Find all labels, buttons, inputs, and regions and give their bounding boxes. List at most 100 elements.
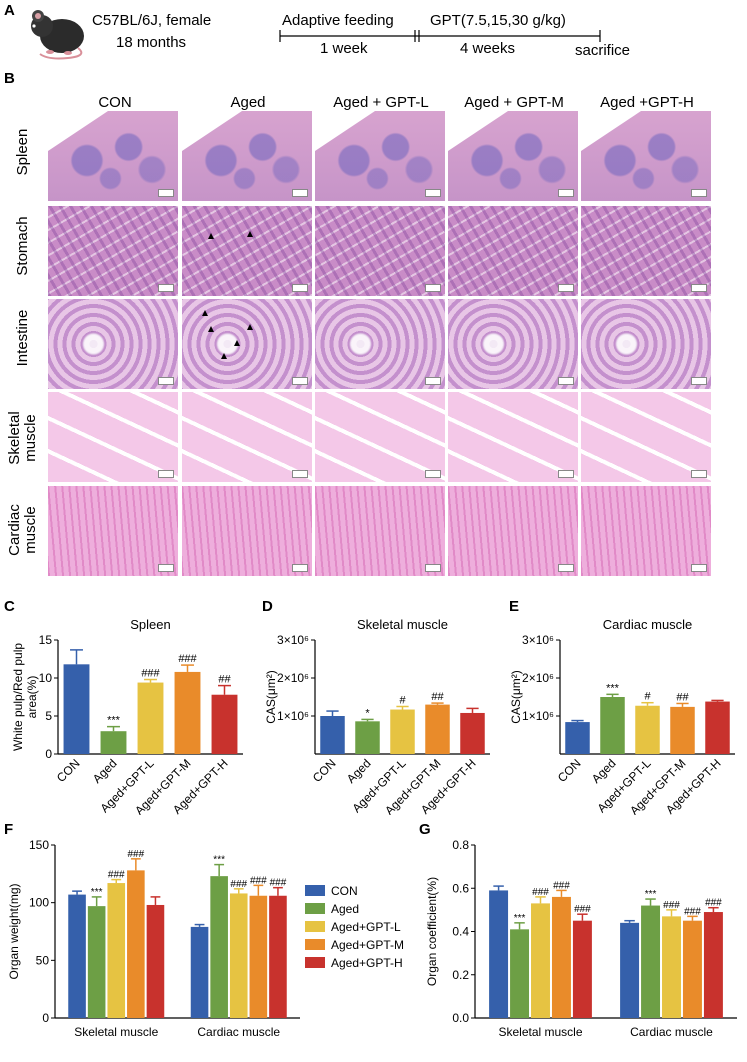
- y-tick-label: 0.6: [452, 881, 469, 895]
- significance-label: ***: [107, 715, 121, 727]
- histology-image-skeletal-2: [315, 392, 445, 482]
- histology-image-intestine-4: [581, 299, 711, 389]
- y-axis-label: CAS(μm²): [264, 670, 278, 724]
- bar-Aged: [600, 697, 625, 754]
- scale-bar: [558, 189, 574, 197]
- y-tick-label: 50: [36, 953, 50, 967]
- bar-Aged+GPT-M: [682, 920, 702, 1018]
- y-tick-label: 5: [45, 709, 52, 723]
- column-header-gpt-h: Aged +GPT-H: [600, 94, 694, 111]
- bar-Aged+GPT-H: [705, 701, 730, 754]
- histology-image-skeletal-4: [581, 392, 711, 482]
- panel-letter-d: D: [262, 598, 273, 615]
- lesion-arrow-marker: [234, 339, 240, 346]
- panel-letter-a: A: [4, 2, 15, 19]
- chart-title: Skeletal muscle: [357, 617, 448, 632]
- histology-image-spleen-2: [315, 111, 445, 201]
- timeline-axis: [279, 30, 601, 42]
- histology-image-cardiac-3: [448, 486, 578, 576]
- histology-image-stomach-3: [448, 206, 578, 296]
- y-tick-label: 100: [29, 896, 49, 910]
- scale-bar: [691, 470, 707, 478]
- timeline-strain: C57BL/6J, female: [92, 12, 212, 29]
- scale-bar: [558, 377, 574, 385]
- y-tick-label: 150: [29, 838, 49, 852]
- scale-bar: [158, 564, 174, 572]
- histology-image-spleen-4: [581, 111, 711, 201]
- lesion-arrow-marker: [208, 326, 214, 332]
- histology-image-stomach-4: [581, 206, 711, 296]
- histology-image-intestine-2: [315, 299, 445, 389]
- significance-label: ###: [178, 653, 197, 665]
- row-label-spleen: Spleen: [14, 128, 31, 176]
- timeline-adaptive-feeding: Adaptive feeding: [282, 12, 394, 29]
- histology-image-skeletal-3: [448, 392, 578, 482]
- panel-letter-e: E: [509, 598, 520, 615]
- bar-Aged: [210, 876, 228, 1018]
- bar-Aged+GPT-L: [635, 705, 660, 754]
- significance-label: ***: [645, 889, 657, 900]
- column-header-gpt-m: Aged + GPT-M: [464, 94, 564, 111]
- bar-Aged+GPT-M: [127, 870, 145, 1018]
- bar-Aged+GPT-L: [107, 883, 126, 1018]
- x-group-label: Cardiac muscle: [630, 1025, 713, 1039]
- bar-Aged+GPT-M: [174, 671, 201, 754]
- scale-bar: [691, 377, 707, 385]
- scale-bar: [158, 189, 174, 197]
- legend-swatch-Aged+GPT-M: [305, 939, 325, 950]
- significance-label: ***: [514, 913, 526, 924]
- histology-image-intestine-0: [48, 299, 178, 389]
- lesion-arrow-marker: [247, 231, 253, 238]
- histology-image-intestine-1: [182, 299, 312, 389]
- bar-CON: [489, 890, 509, 1018]
- legend-label: Aged: [331, 902, 359, 916]
- bar-Aged+GPT-H: [146, 904, 165, 1018]
- y-tick-label: 1×10⁶: [277, 709, 309, 723]
- bar-Aged+GPT-L: [662, 916, 681, 1018]
- x-group-label: Cardiac muscle: [197, 1025, 280, 1039]
- legend-swatch-CON: [305, 885, 325, 896]
- x-category-label: CON: [54, 756, 83, 785]
- timeline-age: 18 months: [116, 34, 187, 51]
- y-axis-label: Organ weight(mg): [7, 883, 21, 979]
- chart-title: Spleen: [130, 617, 170, 632]
- y-tick-label: 3×10⁶: [522, 633, 554, 647]
- mouse-icon: [31, 10, 84, 60]
- bar-CON: [190, 926, 209, 1018]
- significance-label: ###: [684, 906, 701, 917]
- panel-letter-f: F: [4, 821, 14, 838]
- y-axis-label: White pulp/Red pulp: [11, 643, 25, 751]
- significance-label: ###: [270, 878, 287, 889]
- significance-label: ###: [553, 880, 570, 891]
- histology-image-cardiac-0: [48, 486, 178, 576]
- significance-label: ###: [250, 875, 267, 886]
- significance-label: ###: [574, 904, 591, 915]
- bar-Aged: [87, 906, 106, 1018]
- bar-CON: [565, 722, 590, 754]
- legend-swatch-Aged: [305, 903, 325, 914]
- legend-label: CON: [331, 884, 358, 898]
- y-tick-label: 2×10⁶: [522, 671, 554, 685]
- scale-bar: [292, 470, 308, 478]
- histology-image-intestine-3: [448, 299, 578, 389]
- histology-image-spleen-1: [182, 111, 312, 201]
- scale-bar: [425, 564, 441, 572]
- lesion-arrow-marker: [247, 324, 253, 331]
- significance-label: #: [399, 695, 406, 707]
- timeline-end: sacrifice: [575, 42, 631, 59]
- scale-bar: [691, 284, 707, 292]
- scale-bar: [158, 470, 174, 478]
- scale-bar: [558, 470, 574, 478]
- bar-CON: [320, 716, 345, 754]
- y-tick-label: 0.0: [452, 1011, 469, 1025]
- scale-bar: [292, 377, 308, 385]
- histology-image-stomach-1: [182, 206, 312, 296]
- legend-label: Aged+GPT-H: [331, 956, 403, 970]
- scale-bar: [558, 284, 574, 292]
- column-header-aged: Aged: [230, 94, 266, 111]
- bar-CON: [68, 894, 86, 1018]
- bar-Aged+GPT-H: [572, 920, 592, 1018]
- y-tick-label: 3×10⁶: [277, 633, 309, 647]
- bar-Aged+GPT-M: [249, 895, 268, 1018]
- scale-bar: [691, 189, 707, 197]
